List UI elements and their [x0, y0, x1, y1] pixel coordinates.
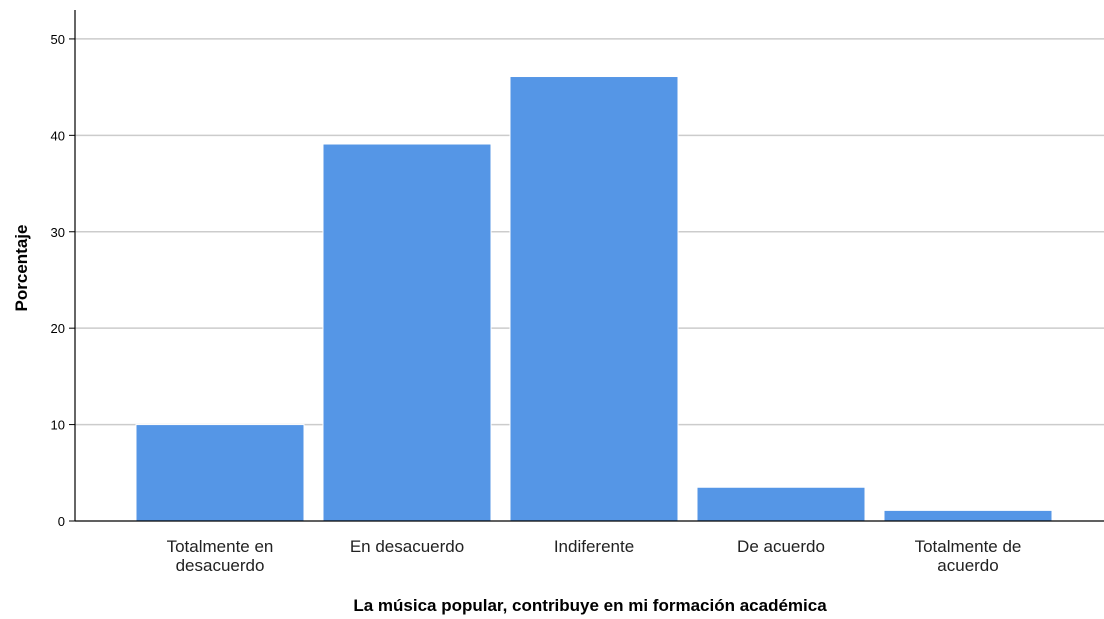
x-category-labels: Totalmente en desacuerdo En desacuerdo Indi…	[167, 537, 1022, 575]
x-category-label: Totalmente de acuerdo	[915, 537, 1022, 575]
y-tick-label: 20	[51, 321, 65, 336]
x-category-label-line: Totalmente de	[915, 537, 1022, 556]
bar	[322, 143, 492, 522]
y-tick-label: 30	[51, 225, 65, 240]
bar	[509, 76, 679, 522]
x-category-label: Totalmente en desacuerdo	[167, 537, 274, 575]
x-category-label: En desacuerdo	[350, 537, 464, 556]
x-category-label-line: Totalmente en	[167, 537, 274, 556]
axes	[69, 10, 1104, 522]
y-tick-label: 40	[51, 128, 65, 143]
x-category-label: De acuerdo	[737, 537, 825, 556]
x-category-label-line: Indiferente	[554, 537, 634, 556]
x-category-label-line: acuerdo	[937, 556, 998, 575]
x-category-label-line: En desacuerdo	[350, 537, 464, 556]
bars	[135, 76, 1053, 522]
x-category-label-line: De acuerdo	[737, 537, 825, 556]
x-category-label: Indiferente	[554, 537, 634, 556]
y-tick-labels: 0 10 20 30 40 50	[51, 32, 65, 529]
x-category-label-line: desacuerdo	[176, 556, 265, 575]
y-tick-label: 50	[51, 32, 65, 47]
y-tick-label: 0	[58, 514, 65, 529]
y-tick-label: 10	[51, 418, 65, 433]
bar	[696, 486, 866, 522]
bar	[135, 424, 305, 522]
bar	[883, 509, 1053, 522]
x-axis-title: La música popular, contribuye en mi form…	[353, 596, 827, 615]
y-axis-title: Porcentaje	[12, 225, 31, 312]
